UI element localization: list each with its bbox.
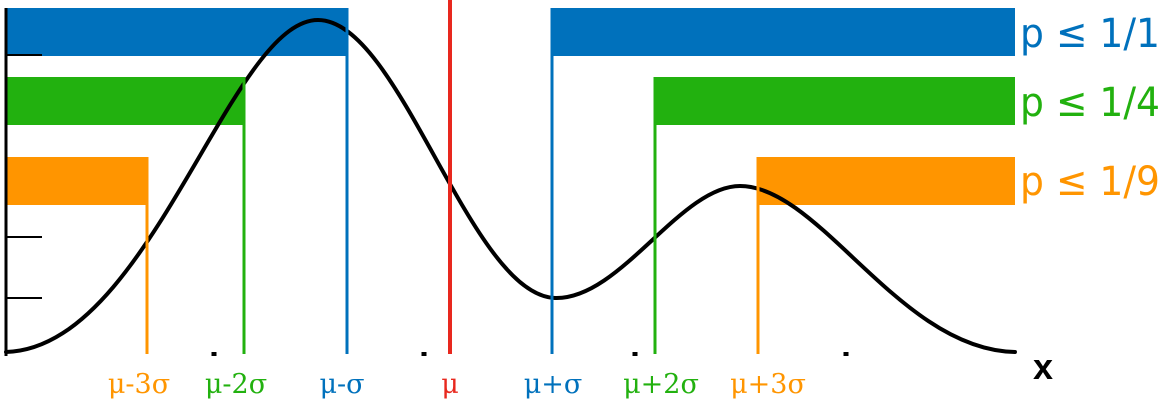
right-tail-bar-2sigma xyxy=(655,77,1015,125)
right-tail-bar-3sigma xyxy=(757,157,1015,205)
bound-label-minus-2sigma: μ-2σ xyxy=(205,369,267,400)
left-tail-bar-1sigma xyxy=(6,8,348,56)
left-tail-bar-2sigma xyxy=(6,77,244,125)
right-tail-bar-1sigma xyxy=(551,8,1015,56)
bound-label-plus-2sigma: μ+2σ xyxy=(623,369,699,400)
probability-label-2sigma: p ≤ 1/4 xyxy=(1020,80,1160,126)
bound-label-plus-3sigma: μ+3σ xyxy=(730,369,806,400)
bound-label-plus-1sigma: μ+σ xyxy=(524,369,583,400)
left-tail-bar-3sigma xyxy=(6,157,147,205)
bound-label-minus-1sigma: μ-σ xyxy=(319,369,364,400)
mean-label: μ xyxy=(441,369,459,400)
bound-label-minus-3sigma: μ-3σ xyxy=(108,369,170,400)
density-curve xyxy=(4,18,1017,354)
probability-label-1sigma: p ≤ 1/1 xyxy=(1020,11,1160,57)
x-axis-label: x xyxy=(1033,346,1053,387)
probability-label-3sigma: p ≤ 1/9 xyxy=(1020,159,1160,205)
